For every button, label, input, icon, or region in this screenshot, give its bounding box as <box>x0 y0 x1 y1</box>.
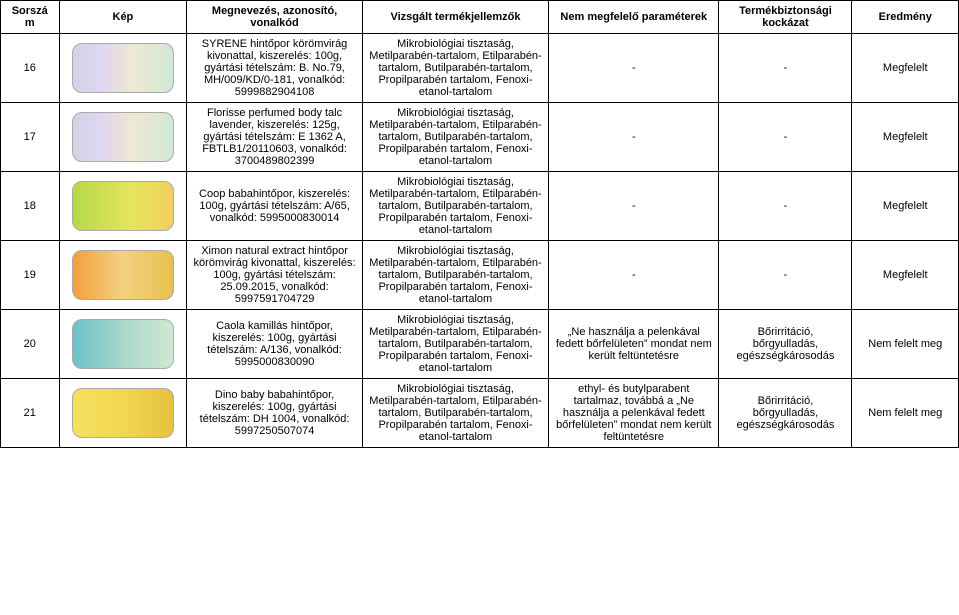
cell-eredmeny: Nem felelt meg <box>852 310 959 379</box>
cell-kockazat: - <box>719 241 852 310</box>
product-image-icon <box>72 319 174 369</box>
cell-kep <box>59 34 187 103</box>
cell-kep <box>59 310 187 379</box>
cell-param: - <box>549 241 719 310</box>
cell-kep <box>59 241 187 310</box>
cell-megnevezes: Caola kamillás hintőpor, kiszerelés: 100… <box>187 310 363 379</box>
table-row: 20 Caola kamillás hintőpor, kiszerelés: 1… <box>1 310 959 379</box>
cell-megnevezes: Dino baby babahintőpor, kiszerelés: 100g… <box>187 379 363 448</box>
cell-sorszam: 19 <box>1 241 60 310</box>
header-param: Nem megfelelő paraméterek <box>549 1 719 34</box>
cell-kep <box>59 172 187 241</box>
cell-param: „Ne használja a pelenkával fedett bőrfel… <box>549 310 719 379</box>
cell-sorszam: 16 <box>1 34 60 103</box>
header-eredmeny: Eredmény <box>852 1 959 34</box>
cell-megnevezes: SYRENE hintőpor körömvirág kivonattal, k… <box>187 34 363 103</box>
header-sorszam: Sorszám <box>1 1 60 34</box>
cell-eredmeny: Megfelelt <box>852 172 959 241</box>
header-vizsgalt: Vizsgált termékjellemzők <box>362 1 548 34</box>
cell-vizsgalt: Mikrobiológiai tisztaság, Metilparabén-t… <box>362 103 548 172</box>
product-image-icon <box>72 181 174 231</box>
cell-megnevezes: Florisse perfumed body talc lavender, ki… <box>187 103 363 172</box>
cell-kep <box>59 103 187 172</box>
cell-sorszam: 18 <box>1 172 60 241</box>
cell-vizsgalt: Mikrobiológiai tisztaság, Metilparabén-t… <box>362 172 548 241</box>
table-row: 21 Dino baby babahintőpor, kiszerelés: 10… <box>1 379 959 448</box>
cell-param: ethyl- és butylparabent tartalmaz, továb… <box>549 379 719 448</box>
product-image-icon <box>72 250 174 300</box>
cell-param: - <box>549 172 719 241</box>
cell-megnevezes: Ximon natural extract hintőpor körömvirá… <box>187 241 363 310</box>
cell-eredmeny: Megfelelt <box>852 103 959 172</box>
table-row: 18 Coop babahintőpor, kiszerelés: 100g, g… <box>1 172 959 241</box>
cell-vizsgalt: Mikrobiológiai tisztaság, Metilparabén-t… <box>362 241 548 310</box>
product-image-icon <box>72 388 174 438</box>
cell-sorszam: 20 <box>1 310 60 379</box>
cell-kockazat: - <box>719 34 852 103</box>
cell-sorszam: 21 <box>1 379 60 448</box>
products-table: Sorszám Kép Megnevezés, azonosító, vonal… <box>0 0 959 448</box>
table-row: 19 Ximon natural extract hintőpor körömvi… <box>1 241 959 310</box>
header-kockazat: Termékbiztonsági kockázat <box>719 1 852 34</box>
cell-vizsgalt: Mikrobiológiai tisztaság, Metilparabén-t… <box>362 310 548 379</box>
table-header: Sorszám Kép Megnevezés, azonosító, vonal… <box>1 1 959 34</box>
table-body: 16 SYRENE hintőpor körömvirág kivonattal,… <box>1 34 959 448</box>
cell-param: - <box>549 34 719 103</box>
table-row: 17 Florisse perfumed body talc lavender, … <box>1 103 959 172</box>
header-megnevezes: Megnevezés, azonosító, vonalkód <box>187 1 363 34</box>
cell-vizsgalt: Mikrobiológiai tisztaság, Metilparabén-t… <box>362 379 548 448</box>
cell-kockazat: - <box>719 103 852 172</box>
product-image-icon <box>72 112 174 162</box>
cell-eredmeny: Nem felelt meg <box>852 379 959 448</box>
cell-kockazat: Bőrirritáció, bőrgyulladás, egészségkáro… <box>719 379 852 448</box>
cell-eredmeny: Megfelelt <box>852 241 959 310</box>
cell-param: - <box>549 103 719 172</box>
product-image-icon <box>72 43 174 93</box>
table-row: 16 SYRENE hintőpor körömvirág kivonattal,… <box>1 34 959 103</box>
cell-eredmeny: Megfelelt <box>852 34 959 103</box>
cell-kep <box>59 379 187 448</box>
cell-kockazat: - <box>719 172 852 241</box>
cell-vizsgalt: Mikrobiológiai tisztaság, Metilparabén-t… <box>362 34 548 103</box>
cell-kockazat: Bőrirritáció, bőrgyulladás, egészségkáro… <box>719 310 852 379</box>
cell-sorszam: 17 <box>1 103 60 172</box>
header-kep: Kép <box>59 1 187 34</box>
cell-megnevezes: Coop babahintőpor, kiszerelés: 100g, gyá… <box>187 172 363 241</box>
